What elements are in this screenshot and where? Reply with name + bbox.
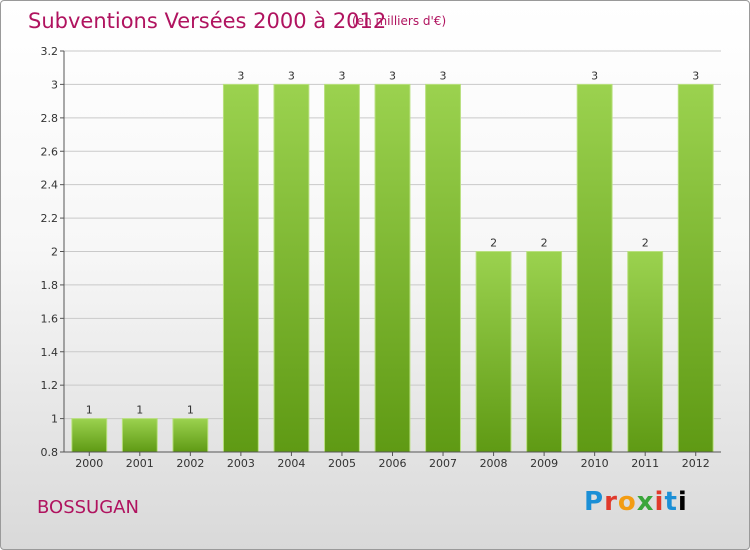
bar bbox=[324, 83, 360, 453]
x-tick-label: 2005 bbox=[328, 457, 356, 470]
bar bbox=[273, 83, 310, 453]
bar-data-label: 1 bbox=[187, 404, 194, 417]
x-tick-label: 2001 bbox=[126, 457, 154, 470]
y-tick-label: 2.6 bbox=[41, 145, 59, 158]
bar bbox=[172, 418, 209, 453]
x-tick-label: 2007 bbox=[429, 457, 457, 470]
bar bbox=[627, 251, 664, 453]
x-tick-label: 2011 bbox=[631, 457, 659, 470]
bar-data-label: 3 bbox=[288, 69, 295, 82]
y-tick-label: 1.8 bbox=[41, 279, 59, 292]
proxiti-logo: Proxiti bbox=[584, 487, 688, 517]
x-tick-label: 2000 bbox=[75, 457, 103, 470]
bar-data-label: 3 bbox=[591, 69, 598, 82]
bar bbox=[677, 83, 714, 453]
x-tick-label: 2012 bbox=[682, 457, 710, 470]
bar bbox=[222, 83, 259, 453]
bar bbox=[71, 418, 108, 453]
y-tick-label: 2.8 bbox=[41, 112, 59, 125]
x-tick-label: 2009 bbox=[530, 457, 558, 470]
y-tick-label: 1 bbox=[51, 413, 58, 426]
x-tick-label: 2002 bbox=[176, 457, 204, 470]
bars bbox=[71, 83, 714, 453]
y-tick-label: 1.6 bbox=[41, 312, 59, 325]
y-tick-label: 0.8 bbox=[41, 446, 59, 459]
chart-unit: (en milliers d'€) bbox=[352, 14, 447, 28]
x-tick-label: 2008 bbox=[480, 457, 508, 470]
x-tick-label: 2003 bbox=[227, 457, 255, 470]
bar bbox=[121, 418, 158, 453]
y-tick-label: 3 bbox=[51, 78, 58, 91]
bar-data-label: 3 bbox=[338, 69, 345, 82]
bar-data-label: 3 bbox=[389, 69, 396, 82]
y-tick-label: 1.4 bbox=[41, 346, 59, 359]
y-tick-label: 1.2 bbox=[41, 379, 59, 392]
chart-title: Subventions Versées 2000 à 2012 bbox=[28, 9, 387, 33]
bar-data-label: 2 bbox=[541, 237, 548, 250]
axes bbox=[60, 50, 721, 456]
bar bbox=[576, 83, 613, 453]
labels: 0.8 1 1.2 1.4 1.6 1.8 2 2.2 2.4 2.6 2.8 3 3.2 1 2000 1 2… bbox=[41, 45, 710, 470]
bar-data-label: 1 bbox=[86, 404, 93, 417]
bar-data-label: 2 bbox=[490, 237, 497, 250]
bar bbox=[526, 251, 563, 453]
bar-data-label: 3 bbox=[440, 69, 447, 82]
y-tick-label: 2 bbox=[51, 246, 58, 259]
x-tick-label: 2006 bbox=[379, 457, 407, 470]
bar bbox=[425, 83, 461, 453]
bar-data-label: 2 bbox=[642, 237, 649, 250]
commune-name: BOSSUGAN bbox=[37, 497, 139, 518]
bar-data-label: 3 bbox=[692, 69, 699, 82]
y-tick-label: 2.4 bbox=[41, 179, 59, 192]
bar-data-label: 3 bbox=[237, 69, 244, 82]
y-tick-label: 2.2 bbox=[41, 212, 59, 225]
bar bbox=[374, 83, 411, 453]
bar bbox=[475, 251, 512, 453]
x-tick-label: 2004 bbox=[277, 457, 305, 470]
bar-data-label: 1 bbox=[136, 404, 143, 417]
x-tick-label: 2010 bbox=[581, 457, 609, 470]
y-tick-label: 3.2 bbox=[41, 45, 59, 58]
